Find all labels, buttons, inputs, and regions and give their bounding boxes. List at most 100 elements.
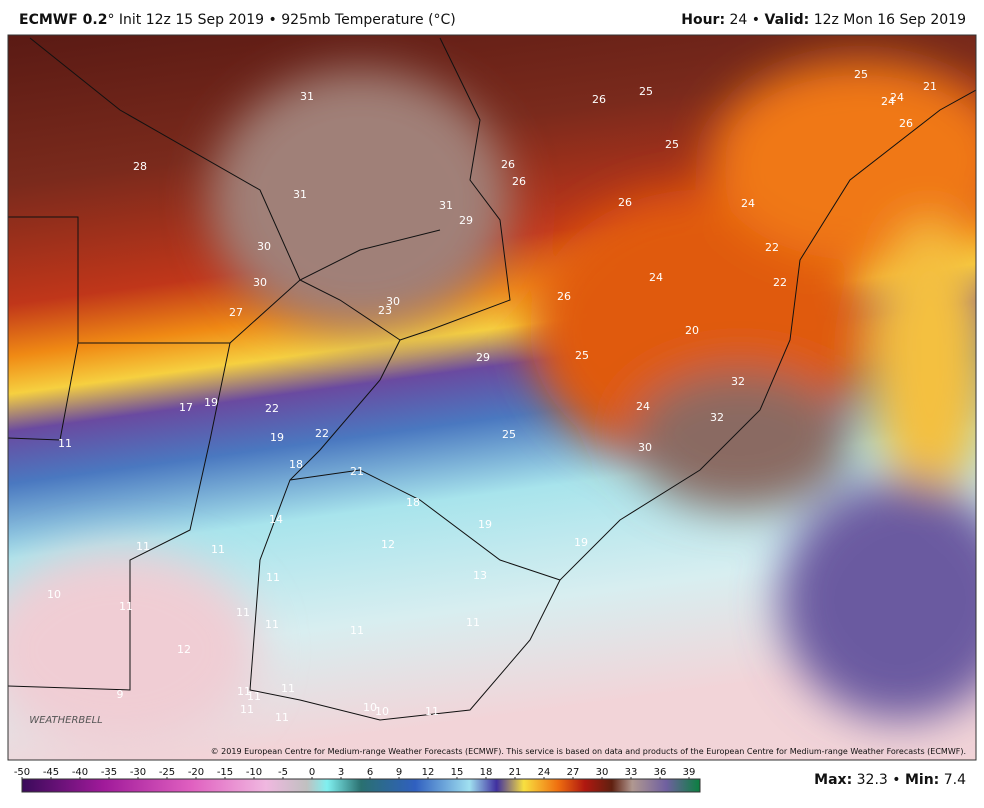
map-label: 25 [854,68,868,81]
map-label: 24 [890,91,904,104]
hour: 24 [729,12,748,28]
colorbar-tick-label: -40 [72,767,88,778]
map-label: 10 [47,588,61,601]
valid-label: Valid: [764,12,810,28]
colorbar-tick-label: -5 [278,767,288,778]
colorbar-tick-label: -35 [101,767,117,778]
map-label: 26 [501,158,515,171]
map-label: 31 [300,90,314,103]
map-label: 11 [237,685,251,698]
colorbar-tick-label: -20 [188,767,204,778]
map-label: 30 [253,276,267,289]
map-label: 11 [266,571,280,584]
map-label: 31 [293,188,307,201]
colorbar-tick-label: -25 [159,767,175,778]
colorbar-tick-label: 30 [596,767,609,778]
map-label: 19 [270,431,284,444]
stats: Max: 32.3 • Min: 7.4 [814,772,966,788]
colorbar-tick-label: 0 [309,767,315,778]
map-label: 29 [459,214,473,227]
hour-label: Hour: [681,12,726,28]
map-label: 24 [881,95,895,108]
colorbar-tick-label: 36 [654,767,667,778]
map-label: 11 [425,705,439,718]
map-label: 22 [265,402,279,415]
map-label: 12 [177,643,191,656]
map-label: 11 [247,690,261,703]
colorbar-tick-label: 6 [367,767,373,778]
map-label: 11 [350,624,364,637]
colorbar-tick-label: -50 [14,767,30,778]
map-label: 17 [179,401,193,414]
map-label: 11 [466,616,480,629]
map-label: 11 [136,540,150,553]
colorbar [21,778,701,793]
map-label: 32 [731,375,745,388]
map-label: 22 [315,427,329,440]
map-label: 27 [229,306,243,319]
map-label: 25 [639,85,653,98]
title: Init 12z 15 Sep 2019 • 925mb Temperature… [118,12,456,28]
map-label: 30 [638,441,652,454]
map-label: 28 [133,160,147,173]
colorbar-tick-label: 21 [509,767,522,778]
colorbar-tick-label: 12 [422,767,435,778]
map-label: 26 [592,93,606,106]
map-label: 11 [281,682,295,695]
sep: • [751,12,761,28]
map-label: 21 [350,465,364,478]
colorbar-tick-label: -45 [43,767,59,778]
map-label: 18 [406,496,420,509]
map-label: 11 [275,711,289,724]
min: 7.4 [943,772,966,788]
colorbar-tick-label: 33 [625,767,638,778]
map-label: 18 [289,458,303,471]
map-label: 26 [618,196,632,209]
header-left: ECMWF 0.2° Init 12z 15 Sep 2019 • 925mb … [19,12,456,28]
colorbar-tick-label: -10 [246,767,262,778]
map-label: 23 [378,304,392,317]
map-label: 21 [923,80,937,93]
colorbar-tick-label: 9 [396,767,402,778]
colorbar-tick-label: -15 [217,767,233,778]
map-label: 19 [204,396,218,409]
map-field [8,35,976,760]
map-label: 11 [240,703,254,716]
map-label: 10 [375,705,389,718]
max: 32.3 [856,772,888,788]
map-label: 25 [575,349,589,362]
min-label: Min: [904,772,940,788]
map-label: 22 [765,241,779,254]
map-label: 11 [211,543,225,556]
map-label: 10 [363,701,377,714]
colorbar-tick-label: 27 [567,767,580,778]
map-label: 11 [58,437,72,450]
colorbar-tick-label: 39 [683,767,696,778]
map-label: 30 [257,240,271,253]
copyright: © 2019 European Centre for Medium-range … [211,747,966,756]
map-label: 14 [269,513,283,526]
map-label: 13 [473,569,487,582]
map-label: 24 [636,400,650,413]
logo: WEATHERBELL [29,715,103,726]
colorbar-tick-label: 18 [480,767,493,778]
map-label: 32 [710,411,724,424]
map-label: 12 [381,538,395,551]
colorbar-tick-label: 24 [538,767,551,778]
map-label: 24 [741,197,755,210]
valid: 12z Mon 16 Sep 2019 [813,12,966,28]
max-label: Max: [814,772,853,788]
map-label: 29 [476,351,490,364]
map-label: 9 [117,688,124,701]
header-right: Hour: 24 • Valid: 12z Mon 16 Sep 2019 [681,12,966,28]
map-label: 19 [574,536,588,549]
map-label: 11 [265,618,279,631]
colorbar-tick-label: -30 [130,767,146,778]
map-label: 24 [649,271,663,284]
degree: ° [107,12,115,28]
colorbar-tick-label: 15 [451,767,464,778]
map-label: 20 [685,324,699,337]
colorbar-tick-label: 3 [338,767,344,778]
